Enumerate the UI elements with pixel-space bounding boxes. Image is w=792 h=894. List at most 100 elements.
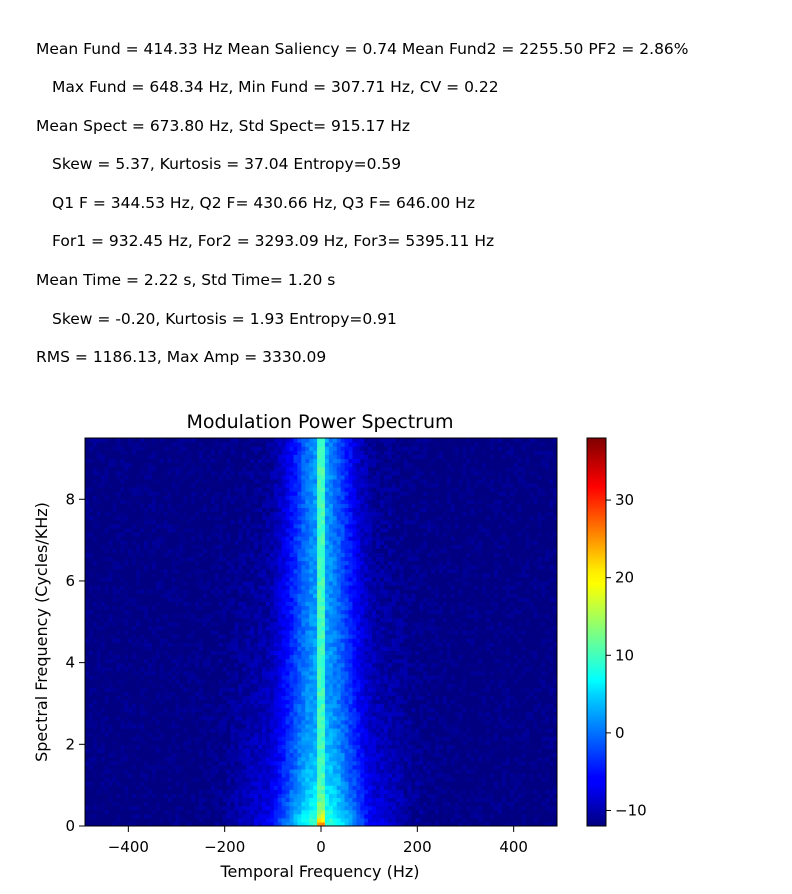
heatmap-cell — [505, 805, 511, 811]
heatmap-cell — [124, 805, 129, 811]
heatmap-cell — [466, 744, 472, 749]
heatmap-cell — [214, 670, 220, 676]
heatmap-cell — [136, 772, 141, 778]
heatmap-cell — [498, 785, 503, 790]
heatmap-cell — [230, 695, 236, 700]
heatmap-cell — [478, 744, 483, 749]
heatmap-cell — [387, 793, 393, 799]
heatmap-cell — [407, 793, 413, 799]
heatmap-cell — [309, 744, 314, 749]
heatmap-cell — [289, 756, 295, 762]
heatmap-cell — [151, 691, 157, 696]
heatmap-cell — [234, 715, 239, 721]
heatmap-cell — [281, 732, 287, 737]
heatmap-cell — [478, 719, 483, 725]
heatmap-cell — [380, 727, 385, 733]
heatmap-cell — [462, 703, 468, 709]
heatmap-cell — [435, 748, 440, 754]
heatmap-cell — [415, 711, 420, 717]
heatmap-cell — [265, 817, 271, 823]
heatmap-cell — [450, 805, 456, 811]
heatmap-cell — [431, 768, 436, 774]
heatmap-cell — [521, 764, 527, 770]
heatmap-cell — [466, 748, 472, 754]
heatmap-cell — [399, 683, 405, 688]
heatmap-cell — [116, 785, 121, 790]
heatmap-cell — [96, 744, 102, 749]
heatmap-cell — [340, 691, 346, 696]
heatmap-cell — [254, 703, 259, 709]
heatmap-cell — [458, 821, 464, 826]
heatmap-cell — [423, 821, 428, 826]
heatmap-cell — [210, 658, 216, 664]
heatmap-cell — [313, 727, 318, 733]
heatmap-cell — [104, 703, 110, 709]
heatmap-cell — [108, 678, 114, 684]
heatmap-cell — [537, 699, 542, 705]
heatmap-cell — [395, 691, 401, 696]
heatmap-cell — [222, 670, 228, 676]
heatmap-cell — [191, 719, 196, 725]
heatmap-cell — [364, 723, 369, 729]
heatmap-cell — [96, 776, 102, 782]
heatmap-cell — [521, 781, 527, 786]
heatmap-cell — [116, 740, 121, 745]
heatmap-cell — [380, 719, 385, 725]
heatmap-cell — [470, 768, 475, 774]
heatmap-cell — [482, 658, 487, 664]
heatmap-cell — [265, 797, 271, 803]
heatmap-cell — [352, 744, 357, 749]
heatmap-cell — [395, 674, 401, 680]
heatmap-cell — [450, 752, 456, 758]
heatmap-cell — [490, 711, 495, 717]
heatmap-cell — [328, 797, 334, 803]
heatmap-cell — [431, 687, 436, 692]
heatmap-cell — [356, 789, 361, 794]
heatmap-cell — [529, 785, 534, 790]
heatmap-cell — [116, 711, 121, 717]
heatmap-cell — [431, 760, 436, 766]
heatmap-cell — [533, 678, 538, 684]
heatmap-cell — [140, 699, 145, 705]
heatmap-cell — [376, 817, 381, 823]
heatmap-cell — [474, 748, 479, 754]
heatmap-cell — [336, 683, 342, 688]
heatmap-cell — [159, 785, 165, 790]
heatmap-cell — [529, 772, 534, 778]
heatmap-cell — [509, 813, 515, 819]
heatmap-cell — [553, 772, 557, 778]
heatmap-cell — [470, 744, 475, 749]
heatmap-cell — [226, 809, 232, 815]
heatmap-cell — [340, 670, 346, 676]
heatmap-cell — [210, 736, 216, 741]
heatmap-cell — [470, 776, 475, 782]
heatmap-cell — [171, 772, 177, 778]
heatmap-cell — [376, 662, 381, 668]
heatmap-cell — [368, 699, 373, 705]
heatmap-cell — [218, 654, 224, 660]
heatmap-cell — [454, 752, 460, 758]
heatmap-cell — [214, 805, 220, 811]
heatmap-cell — [155, 736, 161, 741]
heatmap-cell — [439, 756, 444, 762]
heatmap-cell — [273, 781, 279, 786]
heatmap-cell — [92, 789, 98, 794]
heatmap-cell — [383, 801, 389, 807]
heatmap-cell — [376, 813, 381, 819]
heatmap-cell — [297, 776, 302, 782]
heatmap-cell — [179, 695, 184, 700]
heatmap-cell — [293, 727, 298, 733]
heatmap-cell — [395, 678, 401, 684]
heatmap-cell — [505, 740, 511, 745]
heatmap-cell — [136, 760, 141, 766]
heatmap-cell — [269, 813, 275, 819]
heatmap-cell — [317, 699, 322, 705]
heatmap-cell — [313, 809, 318, 815]
heatmap-cell — [321, 801, 326, 807]
heatmap-cell — [128, 764, 133, 770]
heatmap-cell — [199, 695, 204, 700]
heatmap-cell — [490, 727, 495, 733]
heatmap-cell — [120, 740, 125, 745]
heatmap-cell — [246, 813, 251, 819]
heatmap-cell — [104, 699, 110, 705]
